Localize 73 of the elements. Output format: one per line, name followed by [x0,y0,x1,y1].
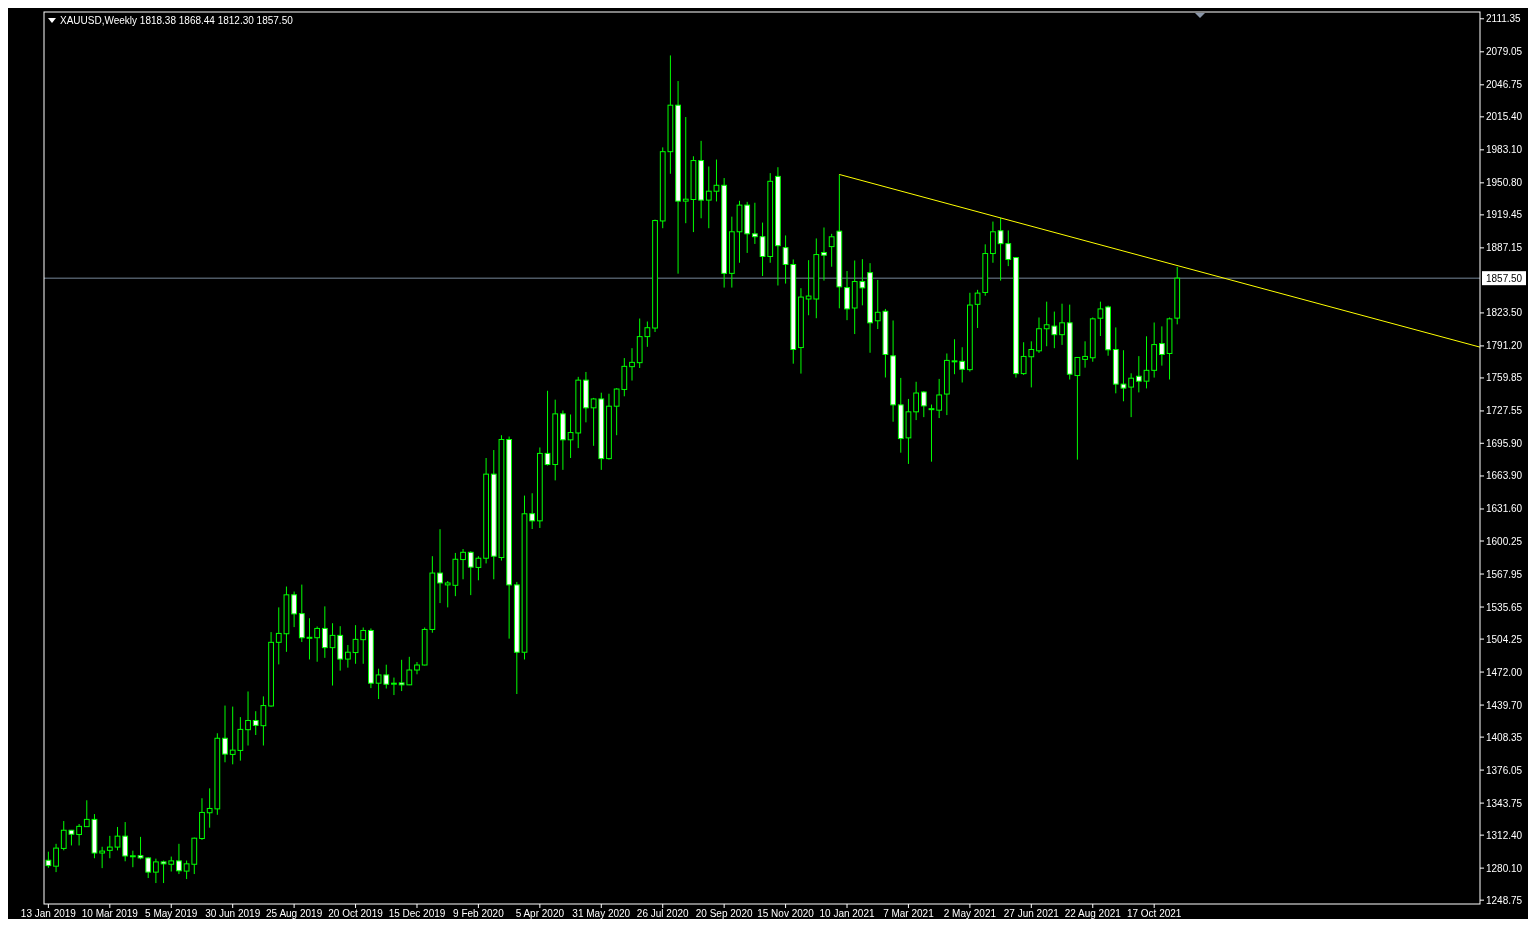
y-tick-label: 1919.45 [1486,209,1523,221]
candlestick [1158,325,1165,367]
y-tick-label: 2079.05 [1486,46,1523,58]
candlestick [460,548,466,580]
y-tick-label: 1823.50 [1486,307,1523,319]
candlestick [129,850,136,868]
x-tick-label: 10 Jan 2021 [819,908,875,919]
y-tick-label: 1887.15 [1486,242,1523,254]
candlestick [1128,372,1135,418]
y-tick-label: 1280.10 [1486,862,1523,874]
y-tick-label: 1248.75 [1486,894,1523,906]
y-tick-label: 1695.90 [1486,437,1523,449]
candlestick [76,823,82,846]
y-tick-label: 1504.25 [1486,633,1523,645]
candlestick [391,677,397,696]
y-tick-label: 1631.60 [1486,503,1523,515]
y-tick-label: 1950.80 [1486,177,1523,189]
y-tick-label: 1439.70 [1486,699,1523,711]
x-tick-label: 13 Jan 2019 [20,908,77,919]
x-tick-label: 5 Apr 2020 [515,908,565,919]
x-tick-label: 7 Mar 2021 [883,908,935,919]
candlestick [913,381,920,421]
candlestick [821,226,827,282]
candlestick [291,591,297,628]
y-tick-label: 1663.90 [1486,470,1523,482]
ref-line-label: 1857.50 [1486,272,1523,284]
x-tick-label: 26 Jul 2020 [636,908,690,919]
candlestick [990,221,996,264]
y-tick-label: 1791.20 [1486,340,1523,352]
candlestick [920,390,927,418]
y-tick-label: 1535.65 [1486,601,1523,613]
x-tick-label: 20 Sep 2020 [695,908,753,919]
candlestick [1059,303,1065,346]
y-tick-label: 2111.35 [1486,13,1522,25]
x-tick-label: 27 Jun 2021 [1003,908,1060,919]
y-tick-label: 2015.40 [1486,111,1523,123]
y-tick-label: 1727.55 [1486,405,1523,417]
y-tick-label: 1343.75 [1486,797,1523,809]
candlestick [1082,340,1088,369]
y-tick-label: 1376.05 [1486,764,1523,776]
x-tick-label: 10 Mar 2019 [81,908,139,919]
y-tick-label: 1567.95 [1486,568,1523,580]
x-tick-label: 15 Nov 2020 [757,908,815,919]
candlestick [176,843,182,875]
x-tick-label: 20 Oct 2019 [328,908,384,919]
x-tick-label: 30 Jun 2019 [205,908,261,919]
y-tick-label: 2046.75 [1486,79,1523,91]
x-tick-label: 15 Dec 2019 [388,908,446,919]
x-tick-label: 31 May 2020 [572,908,631,919]
candlestick [844,270,850,321]
candlestick [344,644,351,669]
y-tick-label: 1759.85 [1486,372,1523,384]
x-tick-label: 5 May 2019 [145,908,198,919]
candlestick [53,843,59,873]
x-tick-label: 25 Aug 2019 [266,908,323,919]
y-tick-label: 1408.35 [1486,731,1523,743]
y-tick-label: 1983.10 [1486,144,1523,156]
x-tick-label: 2 May 2021 [943,908,997,919]
candlestick [153,858,159,884]
candlestick [245,690,251,747]
y-tick-label: 1312.40 [1486,829,1523,841]
y-tick-label: 1600.25 [1486,535,1523,547]
candlestick [99,846,106,869]
chart-title: XAUUSD,Weekly 1818.38 1868.44 1812.30 1857.50 [60,15,294,26]
y-tick-label: 1472.00 [1486,666,1523,678]
x-tick-label: 17 Oct 2021 [1126,908,1182,919]
candlestick [1036,317,1042,354]
candlestick [437,528,443,604]
candlestick [751,202,758,245]
x-tick-label: 9 Feb 2020 [453,908,505,919]
x-tick-label: 22 Aug 2021 [1064,908,1122,919]
candlestick [629,347,635,382]
candlestick [222,705,228,763]
